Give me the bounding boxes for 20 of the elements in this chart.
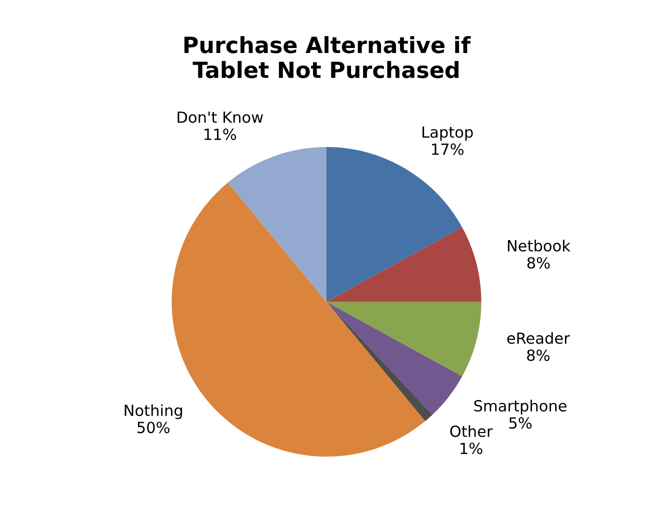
slice-label: Nothing [124, 404, 182, 420]
pie-slice [326, 302, 462, 415]
slice-label: Don't Know [178, 112, 263, 123]
pie-slice [326, 227, 482, 302]
data-label: 11% [204, 128, 236, 140]
pie-slice [228, 147, 326, 302]
pie-slice [326, 302, 482, 376]
chart-title: Purchase Alternative if Tablet Not Purchased [184, 36, 471, 78]
data-label: 5% [509, 417, 532, 429]
data-label: 8% [527, 257, 550, 269]
data-label: 50% [138, 422, 170, 434]
slice-label: Smartphone [474, 400, 566, 415]
data-label: 8% [527, 349, 550, 362]
slice-label: Laptop [422, 126, 473, 141]
slice-label: eReader [507, 332, 570, 344]
slice-label: Netbook [508, 240, 570, 252]
slice-label: Other [450, 425, 493, 438]
pie-slice [326, 302, 432, 422]
data-label: 1% [460, 442, 482, 454]
data-label: 17% [432, 143, 464, 155]
